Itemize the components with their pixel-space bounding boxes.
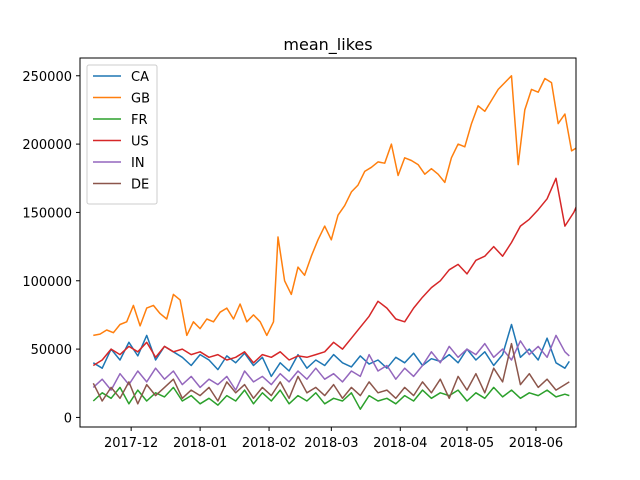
- x-tick-label: 2018-03: [304, 436, 358, 451]
- series-line-gb: [93, 75, 576, 337]
- legend-label-in: IN: [131, 156, 145, 171]
- legend-label-fr: FR: [131, 113, 148, 128]
- y-tick-label: 150000: [22, 206, 72, 221]
- y-tick-label: 100000: [22, 275, 72, 290]
- x-tick-label: 2018-02: [242, 436, 296, 451]
- legend-box: [86, 64, 158, 205]
- legend-label-us: US: [131, 135, 149, 150]
- plot-frame: [79, 57, 577, 428]
- legend-label-ca: CA: [131, 70, 149, 85]
- y-tick-label: 50000: [31, 343, 72, 358]
- legend: CA GB FR US IN DE: [86, 64, 158, 205]
- y-tick-label: 0: [64, 411, 72, 426]
- x-axis: 2017-12 2018-01 2018-02 2018-03 2018-04 2018-…: [104, 427, 563, 451]
- y-axis: 0 50000 100000 150000 200000 250000: [22, 70, 80, 426]
- legend-label-de: DE: [131, 178, 149, 193]
- series-line-de: [92, 342, 570, 405]
- series-line-in: [92, 334, 570, 391]
- legend-label-gb: GB: [131, 92, 150, 107]
- y-tick-label: 200000: [22, 138, 72, 153]
- y-tick-label: 250000: [22, 70, 72, 85]
- x-tick-label: 2017-12: [104, 436, 158, 451]
- series-line-us: [92, 177, 576, 367]
- x-tick-label: 2018-04: [373, 436, 427, 451]
- series-line-fr: [92, 386, 570, 410]
- x-tick-label: 2018-05: [440, 436, 494, 451]
- series-layer: [92, 75, 576, 410]
- x-tick-label: 2018-06: [509, 436, 563, 451]
- x-tick-label: 2018-01: [173, 436, 227, 451]
- chart-title: mean_likes: [283, 35, 372, 55]
